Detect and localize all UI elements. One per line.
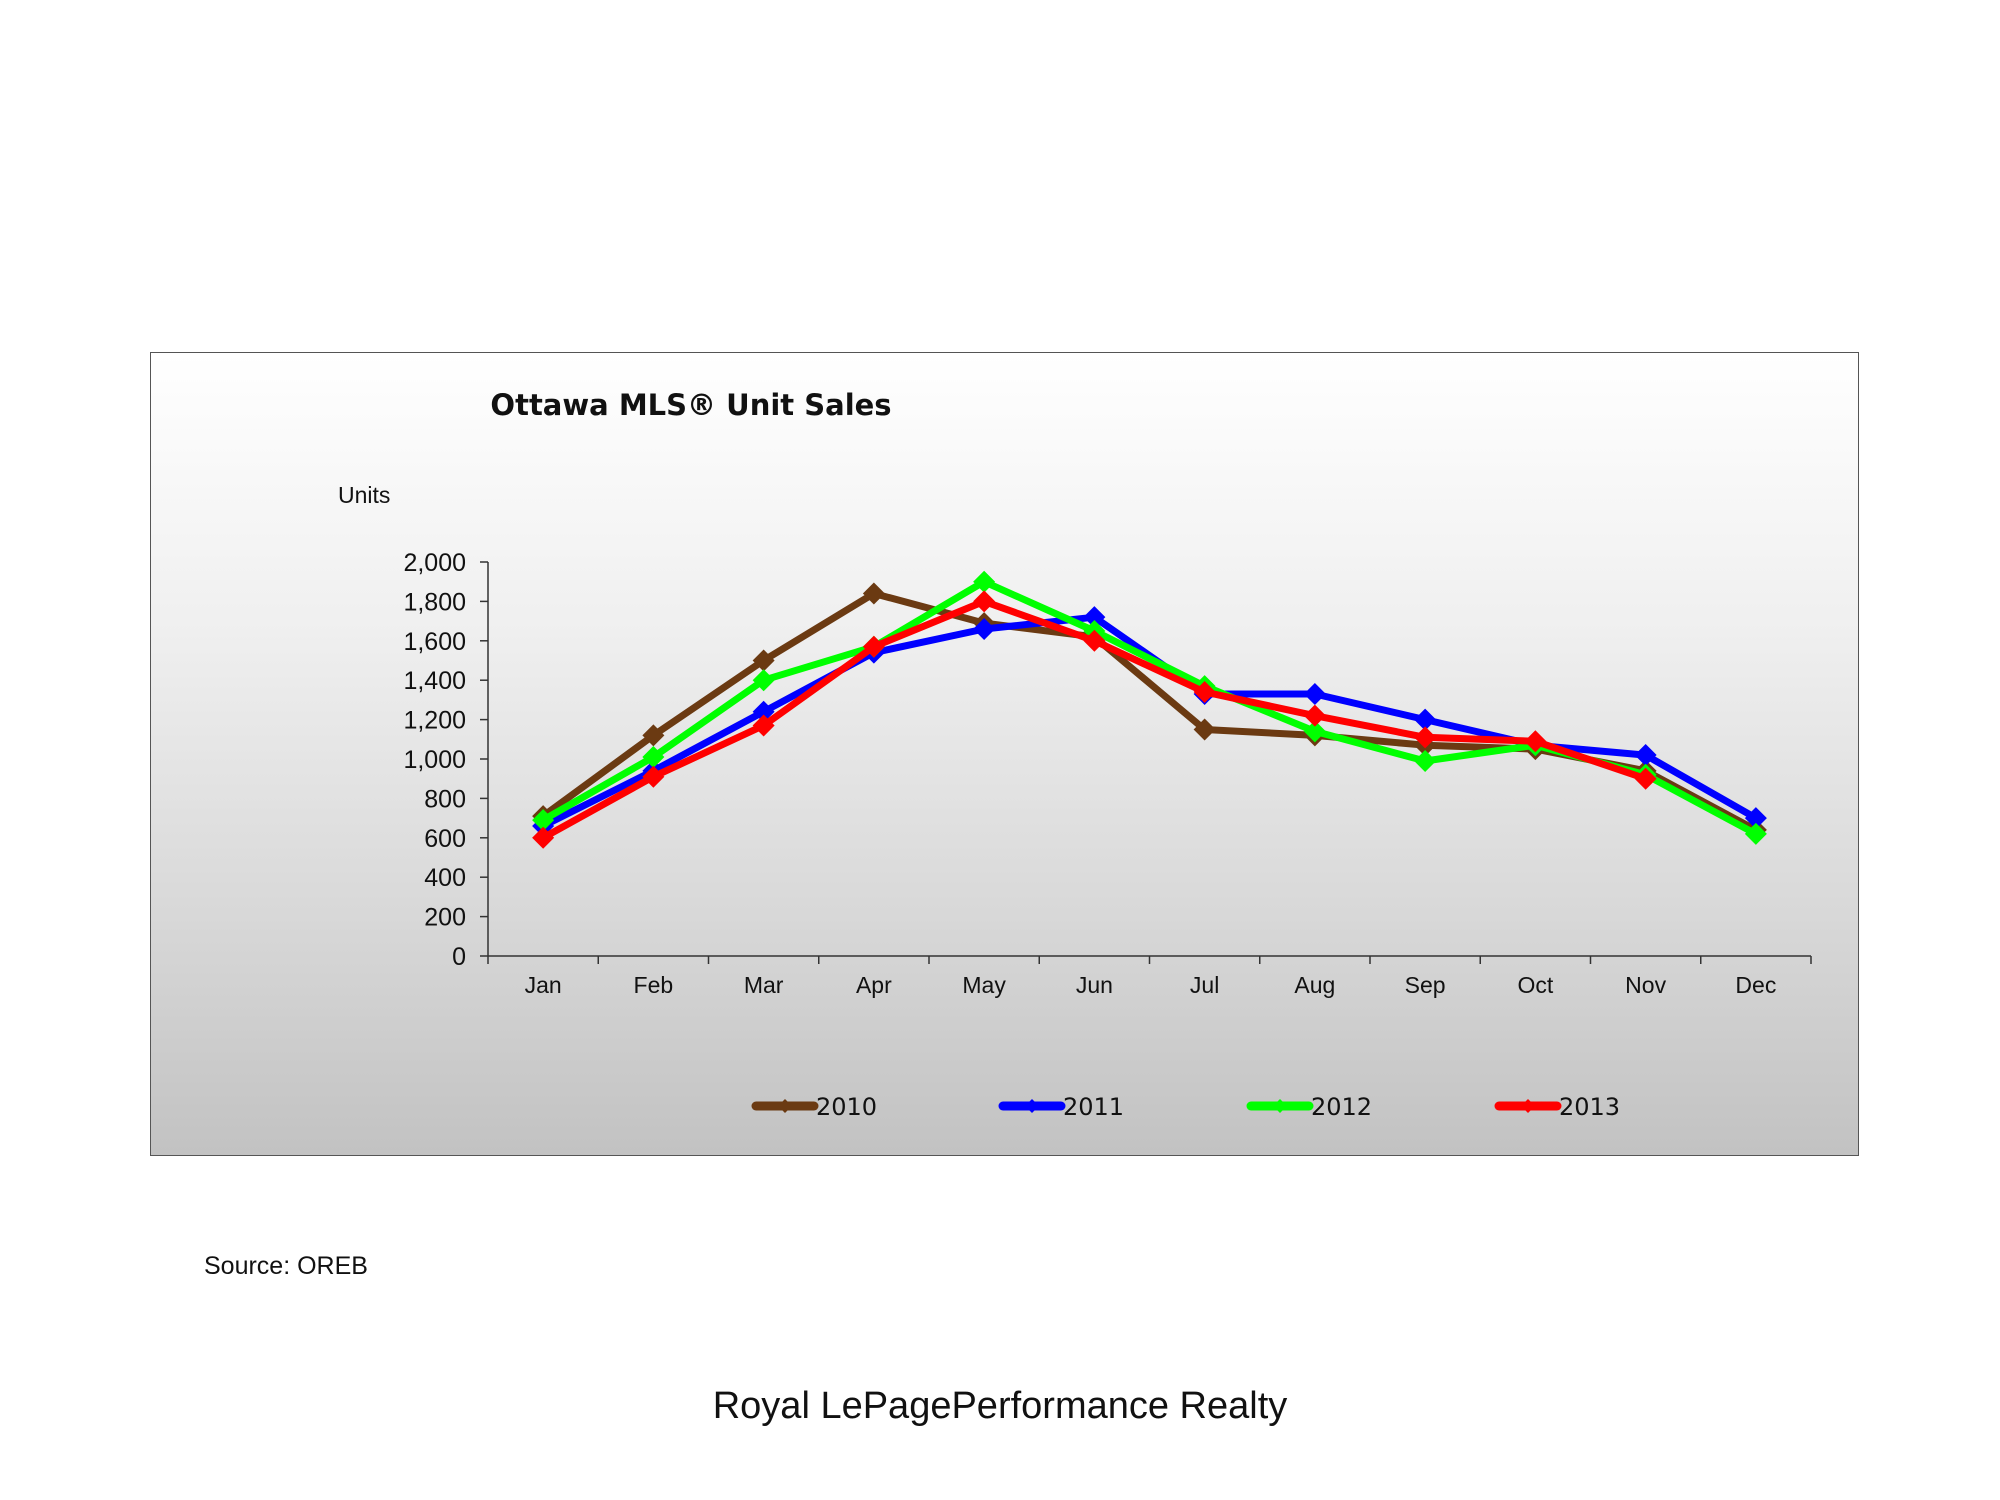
data-point-2011 xyxy=(1083,606,1106,629)
data-point-2010 xyxy=(1193,718,1216,741)
data-point-2013 xyxy=(532,826,555,849)
data-point-2013 xyxy=(1524,730,1547,753)
y-tick-label: 1,000 xyxy=(403,746,466,774)
x-tick-label: Oct xyxy=(1517,972,1553,998)
y-tick-label: 1,200 xyxy=(403,707,466,735)
y-axis-label: Units xyxy=(338,482,390,508)
data-point-2013 xyxy=(973,590,996,613)
data-point-2011 xyxy=(1303,682,1326,705)
data-point-2012 xyxy=(1414,749,1437,772)
data-point-2010 xyxy=(862,582,885,605)
data-point-2010 xyxy=(752,649,775,672)
data-point-2013 xyxy=(1083,629,1106,652)
y-tick-label: 600 xyxy=(424,825,466,853)
series-lines xyxy=(532,570,1767,849)
y-tick-label: 0 xyxy=(452,943,466,971)
data-point-2012 xyxy=(532,809,555,832)
data-point-2012 xyxy=(1744,822,1767,845)
data-point-2013 xyxy=(752,714,775,737)
x-tick-label: May xyxy=(962,972,1006,998)
line-chart: Ottawa MLS® Unit Sales Units 0 200 400 600 8… xyxy=(338,388,1812,1121)
data-point-2012 xyxy=(642,746,665,769)
chart-frame: Ottawa MLS® Unit Sales Units 0 200 400 600 8… xyxy=(150,352,1859,1156)
data-point-2012 xyxy=(752,669,775,692)
footer-title: Royal LePagePerformance Realty xyxy=(712,1385,1288,1427)
data-point-2011 xyxy=(1744,807,1767,830)
x-tick-label: Apr xyxy=(856,972,892,998)
data-point-2011 xyxy=(1634,744,1657,767)
data-point-2011 xyxy=(752,700,775,723)
y-tick-label: 200 xyxy=(424,904,466,932)
x-tick-label: Nov xyxy=(1625,972,1666,998)
data-point-2010 xyxy=(642,724,665,747)
y-tick-label: 1,800 xyxy=(403,588,466,616)
legend-marker-2010 xyxy=(778,1099,792,1113)
y-tick-label: 1,600 xyxy=(403,628,466,656)
y-tick-label: 400 xyxy=(424,864,466,892)
x-tick-label: Jul xyxy=(1190,972,1219,998)
data-point-2011 xyxy=(1414,708,1437,731)
data-point-2013 xyxy=(1193,681,1216,704)
legend-marker-2012 xyxy=(1273,1099,1287,1113)
legend: 2010 2011 2012 2013 xyxy=(751,1093,1620,1121)
legend-label-2011: 2011 xyxy=(1063,1093,1124,1121)
x-tick-label: Sep xyxy=(1405,972,1446,998)
data-point-2013 xyxy=(1303,704,1326,727)
series-line-2011 xyxy=(539,613,1760,830)
y-tick-label: 800 xyxy=(424,785,466,813)
x-tick-label: Feb xyxy=(634,972,674,998)
data-point-2011 xyxy=(973,617,996,640)
y-tick-label: 2,000 xyxy=(403,549,466,577)
data-point-2013 xyxy=(1414,726,1437,749)
series-line-2010 xyxy=(539,590,1760,834)
legend-marker-2011 xyxy=(1025,1099,1039,1113)
legend-marker-2013 xyxy=(1521,1099,1535,1113)
data-point-2013 xyxy=(1634,767,1657,790)
x-tick-label: Dec xyxy=(1735,972,1776,998)
legend-label-2012: 2012 xyxy=(1311,1093,1372,1121)
axes: 0 200 400 600 800 1,000 1,200 1,400 1,600 1,800 2,… xyxy=(403,549,1812,998)
data-point-2013 xyxy=(642,765,665,788)
data-point-2012 xyxy=(973,570,996,593)
series-line-2012 xyxy=(539,578,1760,838)
legend-label-2013: 2013 xyxy=(1559,1093,1620,1121)
x-tick-label: Aug xyxy=(1294,972,1335,998)
y-tick-label: 1,400 xyxy=(403,667,466,695)
data-point-2013 xyxy=(862,635,885,658)
chart-title: Ottawa MLS® Unit Sales xyxy=(490,388,891,422)
source-note: Source: OREB xyxy=(204,1252,368,1280)
x-tick-label: Mar xyxy=(744,972,784,998)
legend-label-2010: 2010 xyxy=(816,1093,877,1121)
x-tick-label: Jan xyxy=(525,972,562,998)
data-point-2012 xyxy=(1303,720,1326,743)
x-tick-label: Jun xyxy=(1076,972,1113,998)
